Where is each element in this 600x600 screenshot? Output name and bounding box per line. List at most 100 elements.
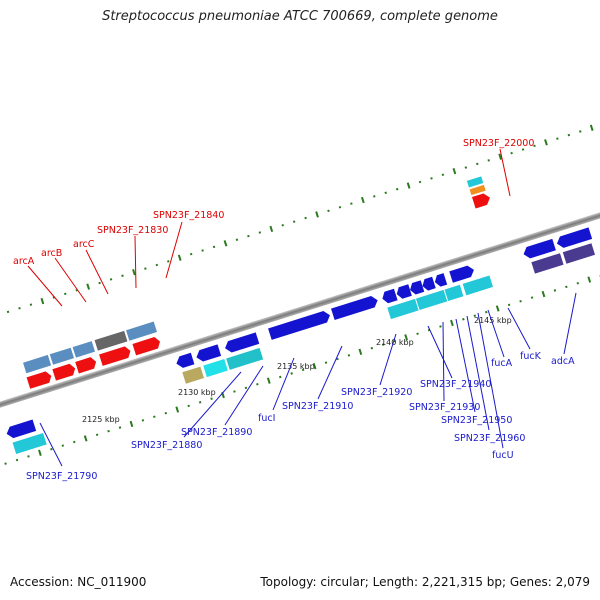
- major-tick: [38, 449, 42, 456]
- gene-blue-g[interactable]: [395, 284, 412, 300]
- kbp-scale: 2125 kbp 2130 kbp 2135 kbp 2140 kbp 2145…: [82, 316, 512, 424]
- gene-blue-k[interactable]: [449, 264, 475, 283]
- gene-cyan-21890[interactable]: [203, 359, 228, 378]
- minor-tick: [153, 415, 156, 418]
- gene-cyan-left[interactable]: [12, 432, 47, 455]
- gene-label[interactable]: SPN23F_22000: [463, 138, 534, 149]
- gene-arcC[interactable]: [72, 341, 96, 358]
- gene-blue-j[interactable]: [433, 273, 448, 288]
- gene-label[interactable]: SPN23F_21840: [153, 210, 224, 221]
- minor-tick: [473, 314, 477, 317]
- minor-tick: [530, 296, 534, 299]
- gene-label[interactable]: SPN23F_21790: [26, 471, 97, 482]
- gene-red-5[interactable]: [132, 336, 161, 356]
- gene-blue-f[interactable]: [381, 288, 398, 305]
- minor-tick: [189, 252, 193, 256]
- minor-tick: [579, 130, 582, 133]
- gene-label[interactable]: fucU: [492, 450, 514, 461]
- minor-tick: [107, 429, 110, 433]
- minor-tick: [370, 346, 374, 350]
- minor-tick: [64, 292, 67, 296]
- genome-info-text: Topology: circular; Length: 2,221,315 bp…: [260, 575, 590, 589]
- gene-label[interactable]: SPN23F_21910: [282, 401, 353, 412]
- gene-red-2[interactable]: [52, 363, 77, 381]
- gene-label[interactable]: fucK: [520, 351, 542, 362]
- minor-tick: [244, 386, 248, 390]
- gene-blue-h[interactable]: [408, 280, 425, 295]
- gene-blue-left[interactable]: [5, 419, 37, 439]
- minor-tick: [235, 238, 239, 241]
- gene-blue-a[interactable]: [175, 352, 195, 370]
- minor-tick: [72, 440, 76, 444]
- minor-tick: [118, 426, 122, 429]
- gene-label[interactable]: fucA: [491, 358, 513, 369]
- gene-blue-e[interactable]: [331, 294, 379, 321]
- gene-label[interactable]: fucI: [258, 413, 275, 424]
- major-tick: [360, 196, 365, 204]
- minor-tick: [95, 433, 99, 437]
- gene-arrow-22000-orange[interactable]: [469, 184, 486, 196]
- gene-cyan-a[interactable]: [387, 298, 419, 320]
- gene-arcB[interactable]: [49, 347, 75, 365]
- minor-tick: [256, 383, 259, 386]
- major-tick: [358, 348, 363, 355]
- gene-label[interactable]: SPN23F_21960: [454, 433, 525, 444]
- gene-label[interactable]: SPN23F_21930: [409, 402, 480, 413]
- gene-arrow-22000-red[interactable]: [471, 192, 492, 209]
- minor-tick: [278, 375, 282, 379]
- gene-red-4[interactable]: [99, 345, 132, 366]
- major-tick: [587, 276, 592, 283]
- minor-tick: [292, 220, 296, 223]
- gene-label[interactable]: SPN23F_21890: [181, 427, 252, 438]
- gene-21830[interactable]: [94, 330, 128, 351]
- gene-arcA[interactable]: [23, 354, 52, 374]
- minor-tick: [462, 318, 465, 321]
- gene-label[interactable]: SPN23F_21830: [97, 225, 168, 236]
- gene-arrow-22000-cyan[interactable]: [466, 176, 484, 188]
- minor-tick: [212, 245, 216, 249]
- major-tick: [312, 363, 317, 370]
- gene-blue-i[interactable]: [421, 276, 436, 292]
- gene-label[interactable]: SPN23F_21950: [441, 415, 512, 426]
- gene-red-1[interactable]: [26, 370, 53, 389]
- gene-red-3[interactable]: [75, 356, 98, 374]
- gene-cyan-d[interactable]: [462, 275, 493, 296]
- major-tick: [177, 254, 182, 261]
- gene-tan-21880[interactable]: [182, 366, 205, 384]
- gene-label[interactable]: arcB: [41, 248, 62, 259]
- gene-cyan-b[interactable]: [415, 289, 448, 311]
- minor-tick: [210, 397, 213, 400]
- minor-tick: [4, 462, 7, 465]
- minor-tick: [121, 274, 124, 278]
- gene-label[interactable]: SPN23F_21940: [420, 379, 491, 390]
- gene-label[interactable]: arcA: [13, 256, 35, 267]
- major-tick: [129, 420, 134, 428]
- gene-label[interactable]: adcA: [551, 356, 575, 367]
- minor-tick: [281, 224, 284, 227]
- gene-cyan-fucI[interactable]: [226, 347, 264, 370]
- gene-purple-1[interactable]: [531, 253, 564, 274]
- gene-blue-d[interactable]: [268, 310, 332, 340]
- gene-label[interactable]: SPN23F_21920: [341, 387, 412, 398]
- gene-blue-b[interactable]: [195, 344, 222, 363]
- minor-tick: [521, 148, 525, 151]
- gene-cyan-c[interactable]: [444, 284, 464, 302]
- gene-blue-right[interactable]: [555, 227, 593, 249]
- gene-21840[interactable]: [126, 321, 158, 341]
- gene-purple-2[interactable]: [562, 243, 596, 264]
- gene-blue-adcA[interactable]: [522, 238, 556, 260]
- gene-label[interactable]: SPN23F_21880: [131, 440, 202, 451]
- minor-tick: [301, 368, 305, 372]
- minor-tick: [441, 173, 445, 177]
- major-tick: [544, 139, 548, 146]
- minor-tick: [50, 447, 53, 451]
- major-tick: [404, 334, 408, 341]
- genome-backbone: [0, 204, 600, 416]
- minor-tick: [439, 325, 442, 328]
- minor-tick: [27, 455, 30, 458]
- gene-blue-c[interactable]: [223, 332, 260, 354]
- gene-label[interactable]: arcC: [73, 239, 95, 250]
- minor-tick: [187, 404, 190, 408]
- minor-tick: [327, 209, 330, 213]
